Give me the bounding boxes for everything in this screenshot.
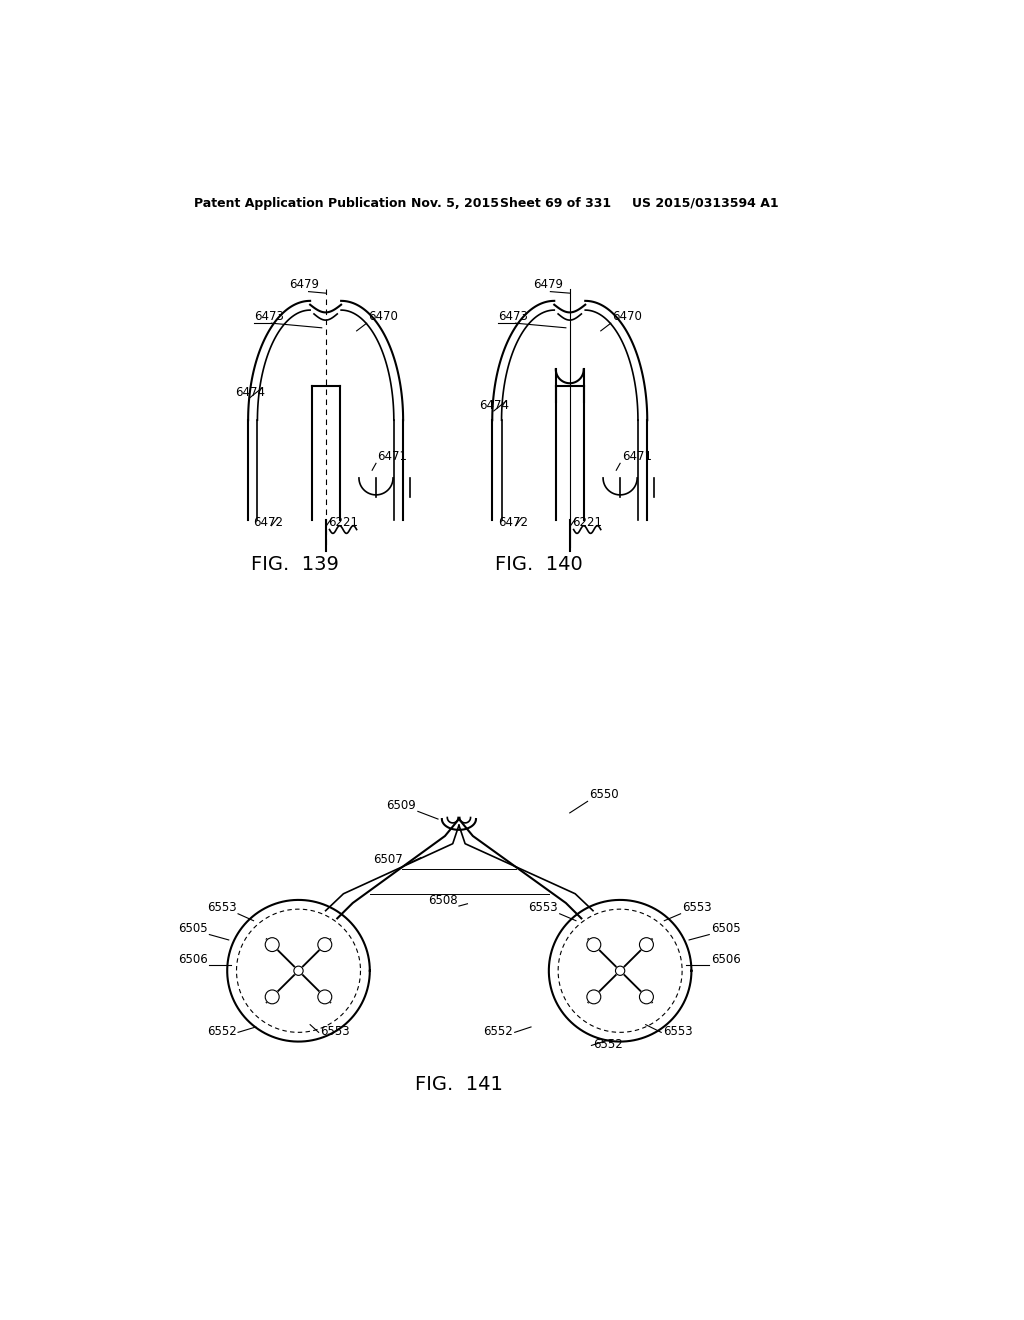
Text: 6552: 6552 bbox=[593, 1038, 623, 1051]
Text: 6474: 6474 bbox=[234, 385, 265, 399]
Text: 6479: 6479 bbox=[289, 277, 319, 290]
Text: 6470: 6470 bbox=[369, 310, 398, 323]
Text: FIG.  141: FIG. 141 bbox=[415, 1074, 503, 1094]
Text: 6472: 6472 bbox=[498, 516, 527, 529]
Text: 6471: 6471 bbox=[378, 450, 408, 463]
Text: Sheet 69 of 331: Sheet 69 of 331 bbox=[500, 197, 611, 210]
Text: 6509: 6509 bbox=[386, 799, 417, 812]
Circle shape bbox=[639, 990, 653, 1003]
Text: 6553: 6553 bbox=[663, 1024, 692, 1038]
Text: 6508: 6508 bbox=[428, 894, 458, 907]
Text: 6553: 6553 bbox=[528, 902, 558, 915]
Text: Patent Application Publication: Patent Application Publication bbox=[194, 197, 407, 210]
Text: 6505: 6505 bbox=[711, 923, 740, 936]
Text: 6470: 6470 bbox=[612, 310, 642, 323]
Text: 6550: 6550 bbox=[589, 788, 618, 800]
Text: 6552: 6552 bbox=[483, 1024, 513, 1038]
Text: Nov. 5, 2015: Nov. 5, 2015 bbox=[411, 197, 499, 210]
Text: 6553: 6553 bbox=[682, 902, 712, 915]
Text: 6221: 6221 bbox=[328, 516, 358, 529]
Text: 6552: 6552 bbox=[207, 1024, 237, 1038]
Text: 6505: 6505 bbox=[178, 923, 208, 936]
Circle shape bbox=[587, 990, 601, 1003]
Circle shape bbox=[265, 937, 280, 952]
Text: 6553: 6553 bbox=[207, 902, 237, 915]
Text: FIG.  140: FIG. 140 bbox=[495, 556, 583, 574]
Text: 6474: 6474 bbox=[479, 399, 509, 412]
Text: 6473: 6473 bbox=[254, 310, 285, 323]
Circle shape bbox=[294, 966, 303, 975]
Circle shape bbox=[639, 937, 653, 952]
Text: 6507: 6507 bbox=[374, 853, 403, 866]
Text: 6479: 6479 bbox=[534, 277, 563, 290]
Circle shape bbox=[265, 990, 280, 1003]
Circle shape bbox=[615, 966, 625, 975]
Text: US 2015/0313594 A1: US 2015/0313594 A1 bbox=[632, 197, 778, 210]
Circle shape bbox=[317, 990, 332, 1003]
Text: 6506: 6506 bbox=[178, 953, 208, 966]
Text: 6471: 6471 bbox=[622, 450, 651, 463]
Circle shape bbox=[587, 937, 601, 952]
Text: 6506: 6506 bbox=[711, 953, 740, 966]
Text: 6472: 6472 bbox=[254, 516, 284, 529]
Text: 6221: 6221 bbox=[572, 516, 602, 529]
Text: FIG.  139: FIG. 139 bbox=[251, 556, 339, 574]
Circle shape bbox=[317, 937, 332, 952]
Text: 6553: 6553 bbox=[321, 1024, 350, 1038]
Text: 6473: 6473 bbox=[499, 310, 528, 323]
